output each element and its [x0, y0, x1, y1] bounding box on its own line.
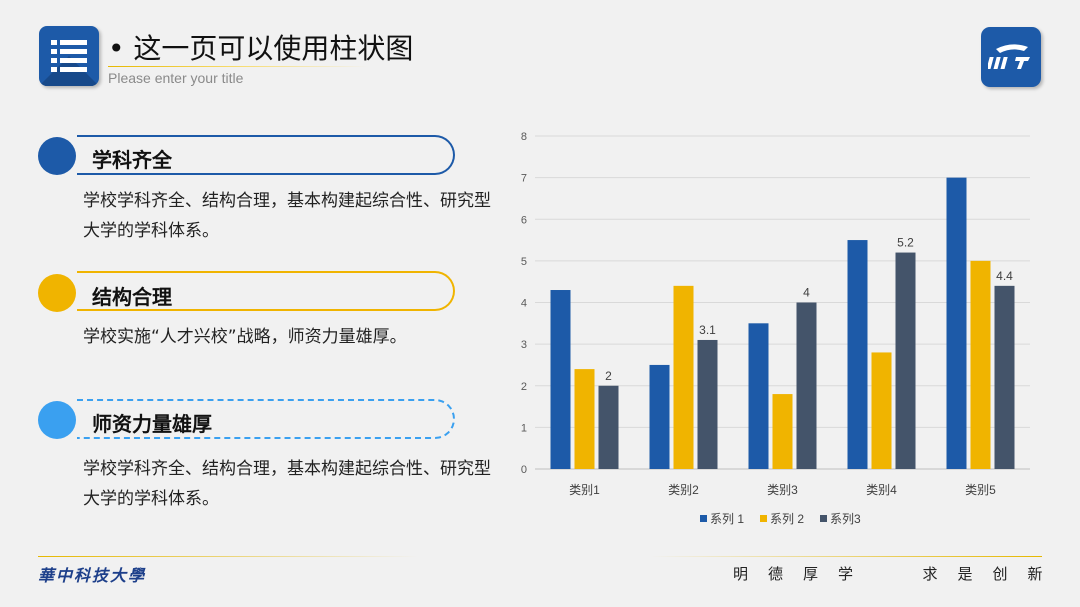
legend-label: 系列 1	[710, 512, 744, 526]
item-description: 学校学科齐全、结构合理，基本构建起综合性、研究型大学的学科体系。	[83, 191, 491, 241]
bar-chart: 0 1 2 3 4 5 6 7 8 2 3.1 4 5.2 4.4 类别1 类别2 类别3 类别4 类别5 系列 1 系…	[521, 131, 1030, 526]
bar-series1-cat3	[748, 323, 769, 469]
item-bullet-icon	[38, 401, 76, 439]
bar-series2-cat3	[772, 394, 793, 469]
item-description: 学校学科齐全、结构合理，基本构建起综合性、研究型大学的学科体系。	[83, 459, 491, 509]
x-tick-label: 类别3	[767, 483, 798, 497]
bar-series3-cat4	[895, 252, 916, 469]
bar-series1-cat4	[847, 240, 868, 469]
data-label: 4	[803, 286, 810, 300]
bar-series3-cat5	[994, 285, 1015, 469]
legend-label: 系列 2	[770, 512, 804, 526]
x-tick-label: 类别5	[965, 483, 996, 497]
y-tick-label: 2	[521, 381, 527, 393]
menu-icon	[39, 26, 99, 86]
item-title-frame	[77, 135, 455, 175]
y-tick-label: 5	[521, 256, 527, 268]
footer-divider-left	[38, 556, 418, 557]
bar-series1-cat2	[649, 364, 670, 469]
x-tick-label: 类别2	[668, 483, 699, 497]
legend-swatch	[760, 515, 767, 522]
data-label: 4.4	[996, 269, 1013, 283]
y-tick-label: 3	[521, 339, 527, 351]
item-title: 师资力量雄厚	[92, 412, 212, 436]
y-tick-label: 4	[521, 298, 527, 310]
bar-series2-cat4	[871, 352, 892, 469]
footer-divider-right	[650, 556, 1042, 557]
bar-series2-cat1	[574, 369, 595, 469]
y-tick-label: 7	[521, 173, 527, 185]
y-tick-label: 1	[521, 422, 527, 434]
bar-series2-cat2	[673, 285, 694, 469]
legend-label: 系列3	[830, 512, 861, 526]
title-divider	[108, 66, 368, 67]
bar-series3-cat1	[598, 385, 619, 469]
y-tick-label: 0	[521, 464, 527, 476]
item-bullet-icon	[38, 274, 76, 312]
bar-series1-cat5	[946, 177, 967, 469]
bar-series2-cat5	[970, 260, 991, 469]
legend-swatch	[700, 515, 707, 522]
x-tick-label: 类别4	[866, 483, 897, 497]
school-name: 華中科技大學	[38, 566, 147, 585]
data-label: 3.1	[699, 323, 716, 337]
y-tick-label: 6	[521, 214, 527, 226]
page-subtitle: Please enter your title	[108, 70, 244, 86]
page-title: • 这一页可以使用柱状图	[108, 32, 414, 65]
item-bullet-icon	[38, 137, 76, 175]
item-title-frame	[77, 399, 455, 439]
bar-series3-cat2	[697, 339, 718, 469]
item-description: 学校实施“人才兴校”战略，师资力量雄厚。	[83, 327, 407, 347]
item-title: 学科齐全	[92, 148, 172, 172]
y-tick-label: 8	[521, 131, 527, 143]
university-logo-icon	[981, 27, 1041, 87]
school-motto: 明德厚学 求是创新	[733, 565, 1063, 583]
data-label: 2	[605, 369, 612, 383]
x-tick-label: 类别1	[569, 483, 600, 497]
bar-series3-cat3	[796, 302, 817, 469]
bar-series1-cat1	[550, 290, 571, 469]
item-title-frame	[77, 271, 455, 311]
item-title: 结构合理	[92, 285, 172, 309]
data-label: 5.2	[897, 236, 914, 250]
legend-swatch	[820, 515, 827, 522]
